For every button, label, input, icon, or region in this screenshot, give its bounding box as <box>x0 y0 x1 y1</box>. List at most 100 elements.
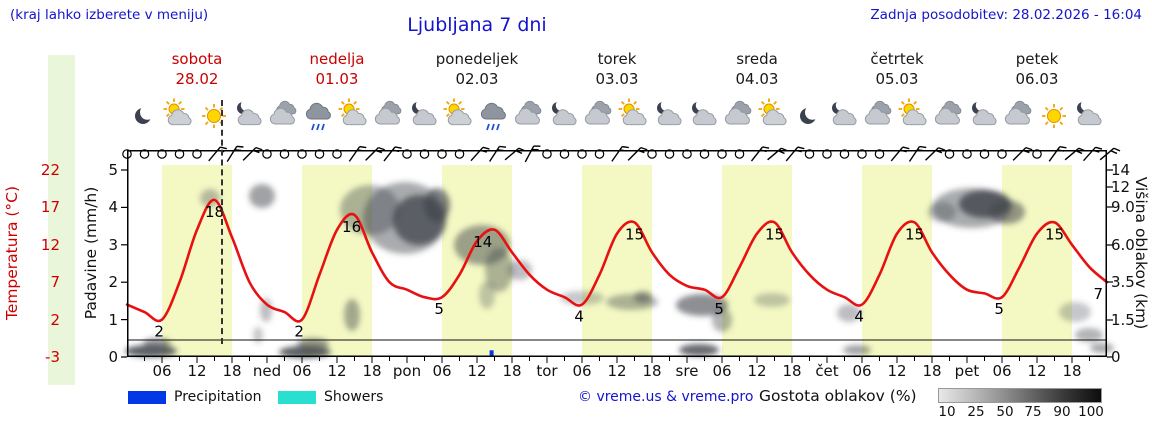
precip-bar <box>489 350 494 357</box>
wind-calm-icon <box>647 149 657 159</box>
weather-icon-row <box>127 96 1107 141</box>
time-axis-label: ned <box>252 362 282 380</box>
temp-value-label: 7 <box>1094 285 1104 303</box>
wind-calm-icon <box>139 149 150 159</box>
weather-icon-moon <box>127 96 162 141</box>
temp-value-label: 16 <box>342 218 361 236</box>
day-date: 03.03 <box>595 70 639 88</box>
wind-calm-icon <box>192 149 202 159</box>
wind-calm-icon <box>157 149 167 159</box>
day-name: sobota <box>171 50 223 68</box>
time-axis-label: 18 <box>222 362 242 380</box>
wind-calm-icon <box>174 149 185 159</box>
time-axis-label: 06 <box>852 362 872 380</box>
cloud-tick-label: 6.0 <box>1111 236 1135 254</box>
wind-calm-icon <box>297 149 307 159</box>
time-axis-label: 18 <box>642 362 662 380</box>
partly-icon <box>618 98 647 126</box>
time-axis-label: 18 <box>502 362 522 380</box>
showers-legend-label: Showers <box>324 389 384 405</box>
cloud-icon <box>724 100 752 125</box>
time-axis-label: 06 <box>432 362 452 380</box>
cloud-icon <box>514 100 542 125</box>
day-date: 06.03 <box>1015 70 1059 88</box>
day-date: 01.03 <box>315 70 359 88</box>
moon-cloud-icon <box>237 99 262 126</box>
wind-calm-icon <box>682 149 692 159</box>
time-axis-label: 18 <box>782 362 802 380</box>
weather-icon-partly <box>162 96 197 141</box>
temp-value-label: 14 <box>473 233 492 251</box>
day-date: 28.02 <box>175 70 219 88</box>
cloud-scale-label: 50 <box>996 404 1014 420</box>
temp-value-label: 4 <box>854 308 864 326</box>
temp-value-label: 2 <box>154 323 164 341</box>
showers-legend-swatch <box>278 391 316 404</box>
weather-icon-cloud <box>512 96 547 141</box>
day-name: petek <box>1015 50 1059 68</box>
cloud-scale-label: 75 <box>1024 404 1042 420</box>
daytime-band <box>862 165 932 357</box>
meteogram-plot: 18 16 14 15 15 15 15 2 2 5 4 5 4 5 7 <box>121 150 1114 363</box>
cloud-tick-label: 0 <box>1111 348 1121 366</box>
cloud-tick-label: 1.5 <box>1111 311 1135 329</box>
temp-value-label: 18 <box>205 203 224 221</box>
temp-tick-label: 2 <box>50 311 60 329</box>
cloud-tick-label: 9.0 <box>1111 198 1135 216</box>
moon-cloud-icon <box>692 99 717 126</box>
wind-calm-icon <box>839 149 850 159</box>
wind-calm-icon <box>262 149 272 159</box>
day-date: 05.03 <box>875 70 919 88</box>
day-name: ponedeljek <box>435 50 519 68</box>
temp-value-label: 2 <box>294 323 304 341</box>
copyright-link[interactable]: © vreme.us & vreme.pro <box>578 389 754 405</box>
wind-calm-icon <box>822 149 832 159</box>
weather-icon-cloud <box>932 96 967 141</box>
cloud-icon <box>1004 100 1032 125</box>
weather-icon-rain <box>302 96 337 141</box>
cloud-icon <box>374 100 402 125</box>
precip-tick-label: 5 <box>108 161 118 179</box>
moon-cloud-icon <box>412 99 437 126</box>
wind-calm-icon <box>402 149 412 159</box>
day-name: četrtek <box>870 50 924 68</box>
time-axis-label: 12 <box>747 362 767 380</box>
wind-calm-icon <box>699 149 710 159</box>
weather-icon-sun <box>1037 96 1072 141</box>
time-axis-labels: 06 12 18 ned 06 12 18 pon 06 12 18 tor 06 12 18 sre 06 12… <box>127 362 1127 382</box>
wind-calm-icon <box>437 149 447 159</box>
temp-value-label: 5 <box>714 300 724 318</box>
wind-calm-icon <box>717 149 727 159</box>
weather-icon-cloud <box>582 96 617 141</box>
moon-icon <box>800 105 820 124</box>
cloud-tick-label: 3.5 <box>1111 273 1135 291</box>
weather-icon-moon-cloud <box>652 96 687 141</box>
time-axis-label: tor <box>536 362 558 380</box>
cloud-tick-label: 14 <box>1111 161 1131 179</box>
precipitation-legend-swatch <box>128 391 166 404</box>
weather-icon-moon-cloud <box>967 96 1002 141</box>
weather-icon-sun <box>197 96 232 141</box>
partly-icon <box>163 98 192 126</box>
time-axis-label: 06 <box>712 362 732 380</box>
temp-value-label: 15 <box>1045 225 1064 243</box>
time-axis-label: 06 <box>152 362 172 380</box>
wind-calm-icon <box>559 149 570 159</box>
page-title: Ljubljana 7 dni <box>407 14 547 36</box>
weather-icon-moon-cloud <box>547 96 582 141</box>
menu-hint: (kraj lahko izberete v meniju) <box>10 7 209 23</box>
cloud-icon <box>269 100 297 125</box>
wind-calm-icon <box>979 149 990 159</box>
temp-tick-label: 17 <box>40 198 60 216</box>
wind-calm-icon <box>997 149 1007 159</box>
weather-icon-moon-cloud <box>232 96 267 141</box>
time-axis-label: 18 <box>922 362 942 380</box>
precip-tick-label: 2 <box>108 273 118 291</box>
cloud-tick-label: 12 <box>1111 178 1131 196</box>
wind-calm-icon <box>804 149 815 159</box>
cloud-density-scale-labels: 10 25 50 75 90 100 <box>938 404 1113 420</box>
cloud-icon <box>584 100 612 125</box>
moon-cloud-icon <box>657 99 682 126</box>
partly-icon <box>758 98 787 126</box>
